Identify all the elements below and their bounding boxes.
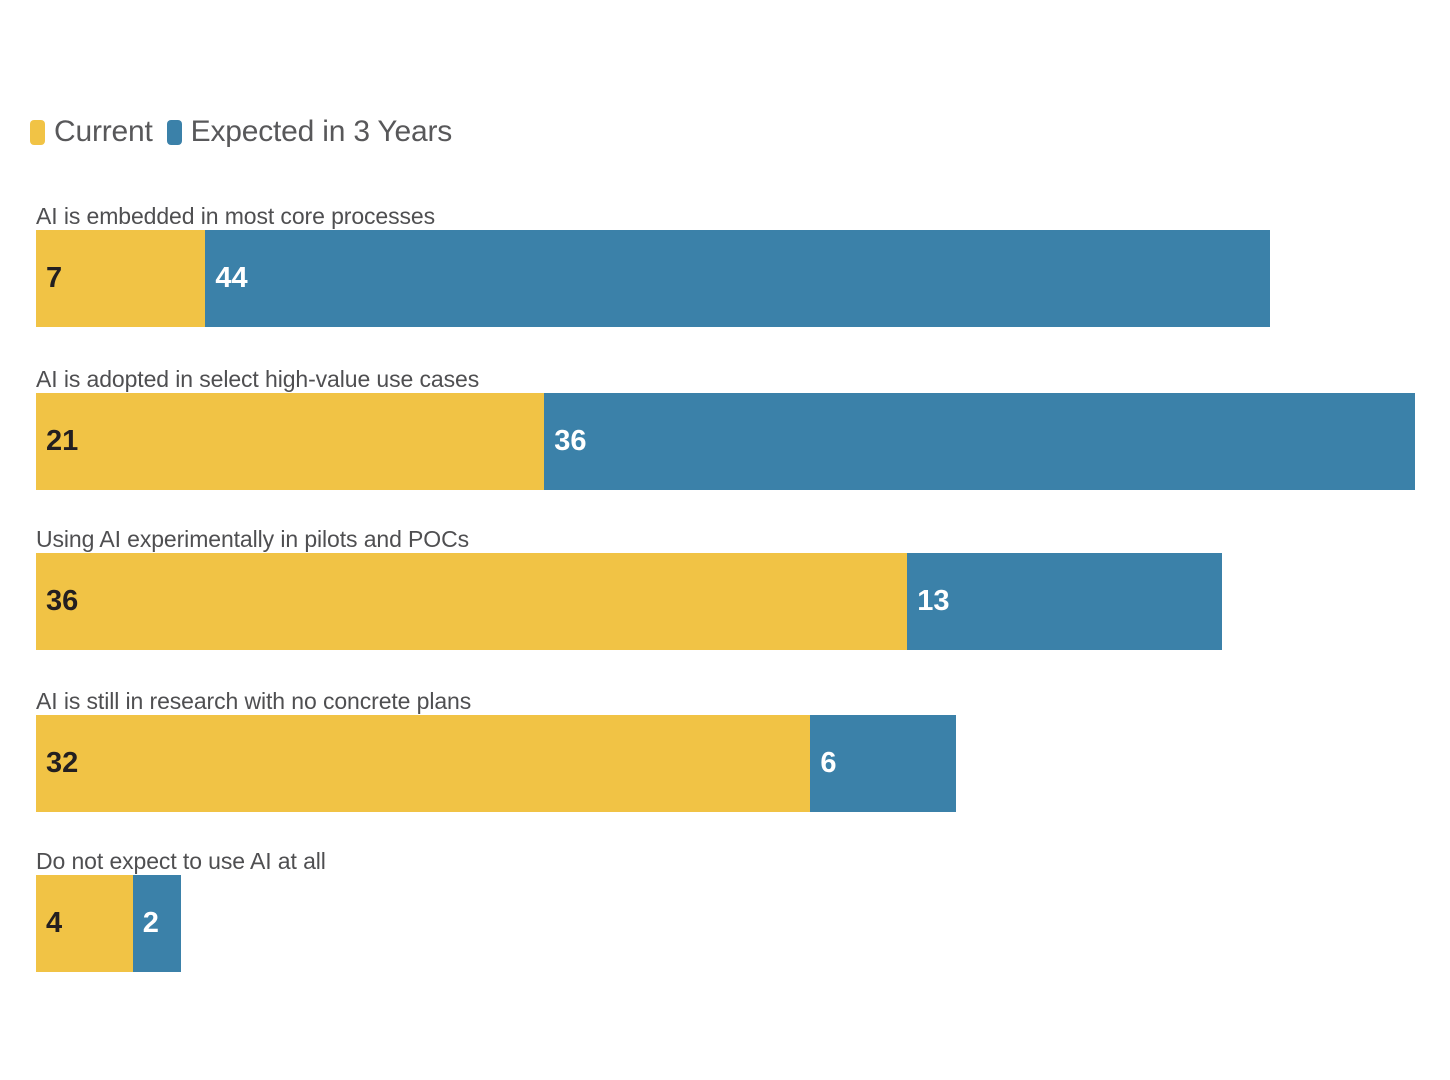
bar-value-label: 4 xyxy=(46,907,63,939)
bar-value-label: 2 xyxy=(142,907,159,939)
bar-track: 7 44 xyxy=(36,230,1271,327)
bar-segment-expected[interactable]: 6 xyxy=(810,715,956,812)
legend-item-current[interactable]: Current xyxy=(30,117,153,147)
legend-label-current: Current xyxy=(54,115,153,148)
bar-track: 32 6 xyxy=(36,715,956,812)
bar-row-category-label: AI is still in research with no concrete… xyxy=(36,688,472,714)
bar-segment-expected[interactable]: 2 xyxy=(132,875,182,972)
bar-value-label: 36 xyxy=(46,585,79,617)
square-swatch-icon xyxy=(30,119,45,145)
bar-value-label: 44 xyxy=(215,262,248,294)
bar-value-label: 36 xyxy=(554,425,587,457)
bar-value-label: 32 xyxy=(46,747,79,779)
bar-segment-current[interactable]: 36 xyxy=(36,553,908,650)
bar-segment-current[interactable]: 7 xyxy=(36,230,206,327)
bar-row: AI is embedded in most core processes 7 44 xyxy=(0,205,1450,327)
bar-value-label: 21 xyxy=(46,425,79,457)
square-swatch-icon xyxy=(166,119,182,145)
bar-track: 36 13 xyxy=(36,553,1222,650)
bar-row-category-label: AI is embedded in most core processes xyxy=(36,203,435,229)
bar-value-label: 6 xyxy=(820,747,837,779)
bar-row-category-label: AI is adopted in select high-value use c… xyxy=(36,366,480,392)
chart-legend: Current Expected in 3 Years xyxy=(30,112,452,152)
bar-track: 21 36 xyxy=(36,393,1416,490)
legend-item-expected[interactable]: Expected in 3 Years xyxy=(166,115,453,148)
bar-segment-expected[interactable]: 44 xyxy=(205,230,1271,327)
bar-segment-current[interactable]: 21 xyxy=(36,393,545,490)
legend-label-expected: Expected in 3 Years xyxy=(190,115,453,148)
bar-row-category-label: Do not expect to use AI at all xyxy=(36,848,326,874)
bar-row: AI is adopted in select high-value use c… xyxy=(0,368,1450,490)
bar-row: Using AI experimentally in pilots and PO… xyxy=(0,528,1450,650)
bar-segment-expected[interactable]: 36 xyxy=(544,393,1416,490)
bar-row: AI is still in research with no concrete… xyxy=(0,690,1450,812)
bar-segment-current[interactable]: 32 xyxy=(36,715,811,812)
bar-row: Do not expect to use AI at all 4 2 xyxy=(0,850,1450,972)
bar-segment-expected[interactable]: 13 xyxy=(907,553,1222,650)
bar-value-label: 13 xyxy=(917,585,950,617)
bar-segment-current[interactable]: 4 xyxy=(36,875,133,972)
bar-row-category-label: Using AI experimentally in pilots and PO… xyxy=(36,526,470,552)
bar-value-label: 7 xyxy=(46,262,63,294)
